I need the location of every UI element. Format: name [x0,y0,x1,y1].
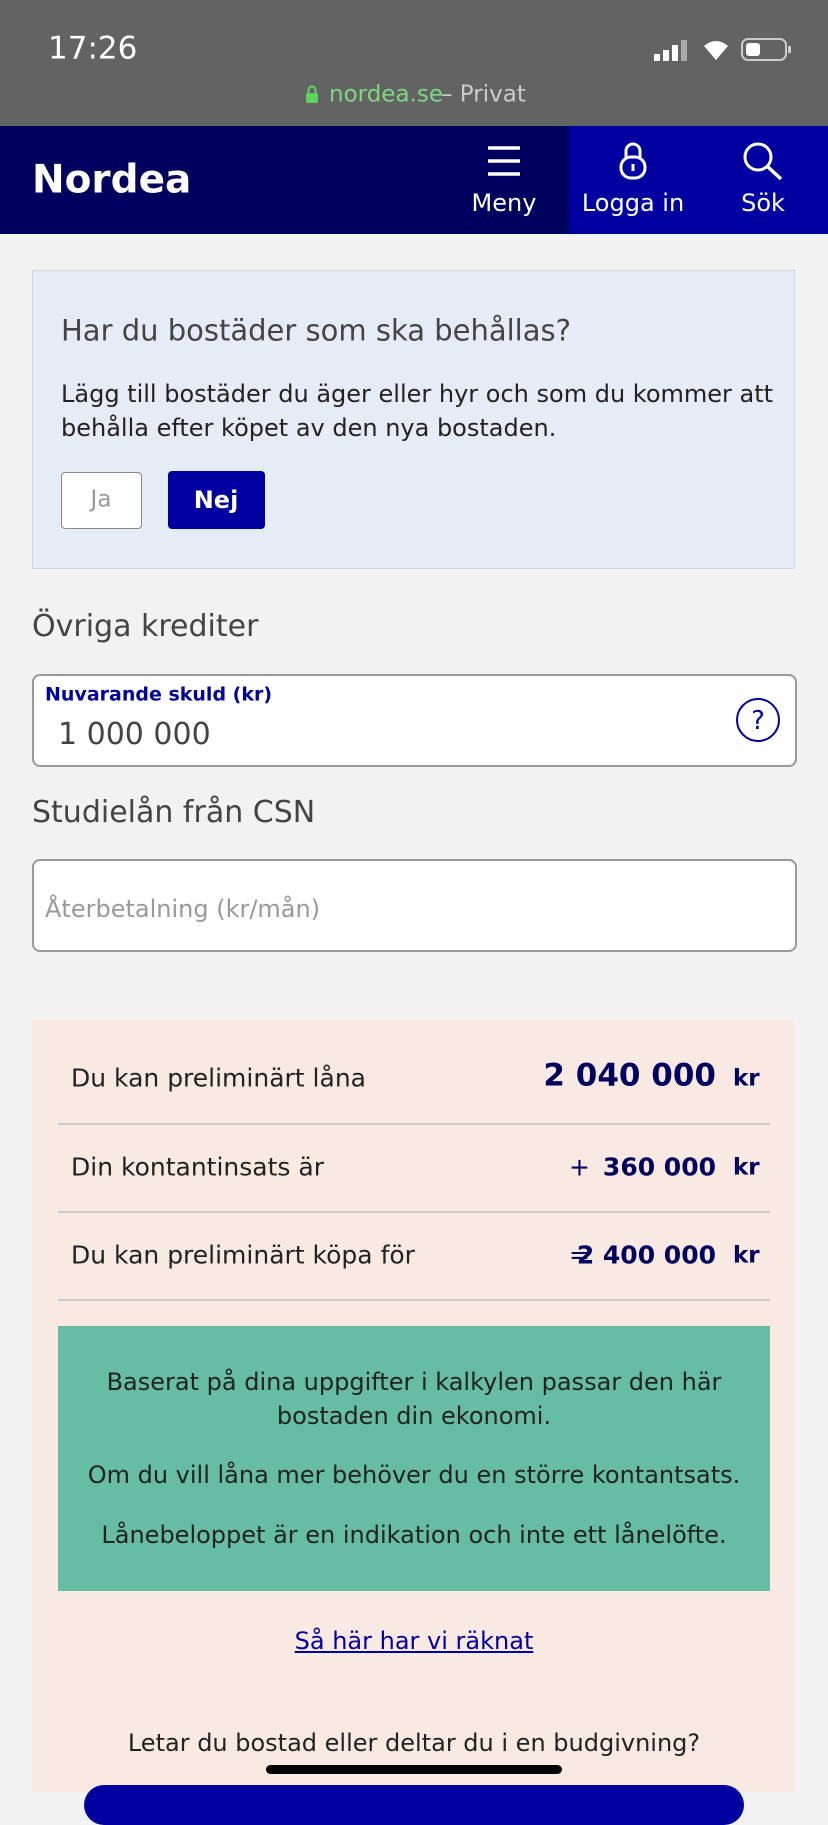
nav-highlight [569,126,828,234]
help-icon[interactable]: ? [735,697,781,743]
question-box [32,270,795,569]
url-suffix: – Privat [441,81,526,108]
info-text: Baserat på dina uppgifter i kalkylen pas… [106,1368,722,1396]
question-text: Lägg till bostäder du äger eller hyr och… [61,380,774,408]
divider [58,1299,770,1301]
row-label: Du kan preliminärt köpa för [71,1240,415,1270]
status-icons [654,38,791,61]
row-label: Din kontantinsats är [71,1152,324,1182]
row-amount: 2 400 000 [576,1240,716,1270]
time: 17:26 [48,30,138,67]
info-text: Lånebeloppet är en indikation och inte e… [101,1521,727,1549]
row-label: Du kan preliminärt låna [71,1063,366,1093]
info-box [58,1326,770,1591]
menu-icon[interactable] [486,145,522,177]
placeholder: Återbetalning (kr/mån) [45,895,321,923]
field-label: Nuvarande skuld (kr) [45,683,273,706]
footer-text: Letar du bostad eller deltar du i en bud… [127,1729,701,1757]
home-indicator [266,1765,562,1774]
logo[interactable]: Nordea [32,157,192,203]
search-icon[interactable] [742,141,784,181]
status-bar [0,0,828,126]
question-title: Har du bostäder som ska behållas? [61,313,572,348]
row-operator: + [569,1152,590,1182]
lock-icon [306,85,318,103]
row-operator: = [569,1240,590,1270]
row-amount: 360 000 [602,1152,716,1182]
cta-button[interactable] [84,1785,744,1825]
nav-item[interactable]: Logga in [581,189,685,217]
info-text: bostaden din ekonomi. [276,1402,552,1430]
option-button[interactable] [61,472,142,529]
input-field[interactable] [32,859,797,952]
option-label[interactable]: Nej [193,486,239,514]
row-unit: kr [733,1242,760,1269]
divider [58,1211,770,1213]
row-amount: 2 040 000 [543,1057,716,1094]
svg-text:?: ? [751,706,765,736]
nav-item[interactable]: Meny [471,189,537,217]
option-label[interactable]: Ja [90,486,112,513]
option-button[interactable] [168,471,265,529]
section-heading: Studielån från CSN [32,795,316,830]
question-text: behålla efter köpet av den nya bostaden. [61,414,557,442]
lock-icon[interactable] [618,141,648,181]
link[interactable]: Så här har vi räknat [294,1627,534,1655]
info-text: Om du vill låna mer behöver du en större… [87,1461,741,1489]
field-value: 1 000 000 [58,717,211,752]
nav-item[interactable]: Sök [741,189,785,217]
divider [58,1123,770,1125]
section-heading: Övriga krediter [32,609,259,644]
row-unit: kr [733,1154,760,1181]
url[interactable]: nordea.se [329,81,443,108]
row-unit: kr [733,1065,760,1092]
input-field[interactable] [32,674,797,767]
